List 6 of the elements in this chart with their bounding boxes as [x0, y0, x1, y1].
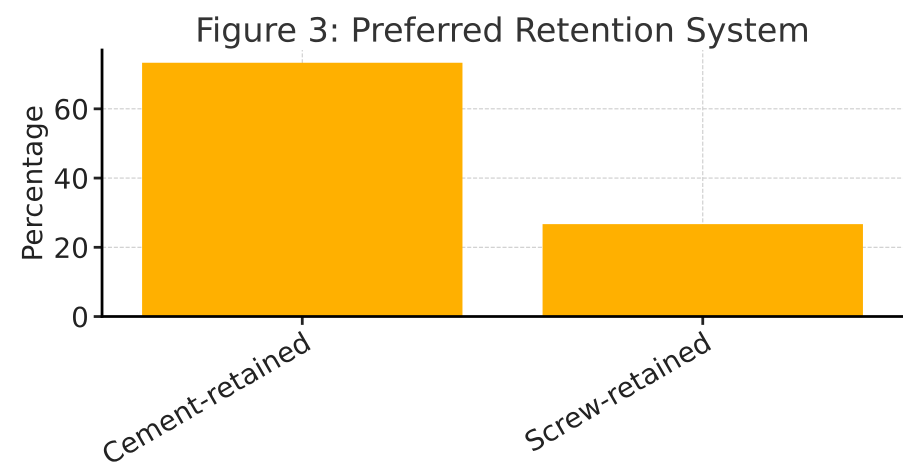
- y-tick-label: 20: [56, 237, 87, 258]
- y-axis-title: Percentage: [22, 106, 48, 259]
- y-tick-label: 60: [55, 98, 87, 120]
- y-tick-label: 0: [73, 306, 87, 328]
- y-tick-label: 40: [54, 168, 87, 190]
- chart-title: Figure 3: Preferred Retention System: [198, 16, 807, 49]
